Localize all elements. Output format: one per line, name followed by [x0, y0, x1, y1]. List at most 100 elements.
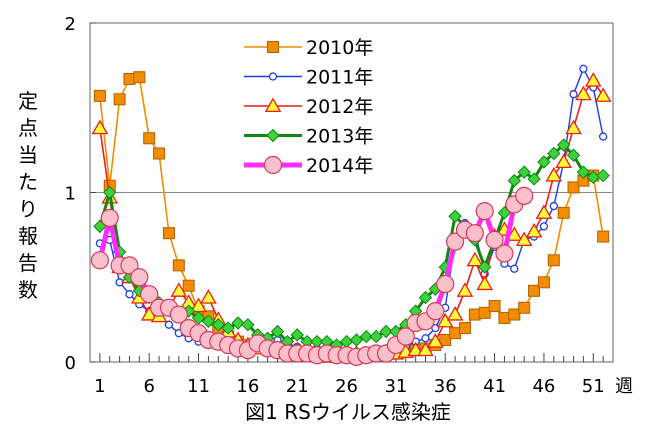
data-point — [418, 290, 433, 305]
data-point — [594, 87, 612, 102]
data-point — [549, 201, 558, 211]
y-axis-label-char: 当 — [18, 143, 38, 167]
x-tick-label: 51 — [582, 376, 605, 397]
data-point — [456, 282, 474, 297]
data-point — [91, 119, 109, 135]
y-axis-label-char: 報 — [18, 224, 38, 248]
x-tick-label: 41 — [483, 376, 506, 397]
data-point — [241, 318, 255, 332]
y-tick-label: 2 — [65, 14, 76, 35]
data-point — [476, 275, 494, 291]
data-point — [508, 308, 521, 321]
data-point — [597, 230, 610, 243]
data-point — [379, 324, 393, 339]
legend-item: 2010年 — [240, 34, 380, 60]
data-point — [120, 256, 139, 275]
data-point — [468, 308, 481, 321]
y-axis-label-char: 定 — [18, 89, 38, 113]
data-point — [125, 290, 134, 299]
data-point — [164, 320, 174, 329]
legend-label: 2011年 — [306, 67, 373, 89]
data-point — [458, 322, 471, 335]
data-point — [169, 305, 188, 324]
y-tick-label: 1 — [65, 184, 76, 205]
data-point — [396, 327, 415, 346]
legend-label: 2010年 — [306, 37, 373, 59]
data-point — [162, 227, 175, 240]
data-point — [140, 285, 159, 304]
data-point — [369, 329, 383, 344]
data-point — [525, 222, 543, 238]
x-tick-label: 6 — [143, 376, 154, 397]
data-point — [268, 72, 278, 81]
data-point — [576, 165, 591, 179]
data-point — [545, 167, 563, 182]
y-axis-label-char: り — [18, 197, 38, 221]
legend-label: 2013年 — [306, 126, 373, 148]
y-tick-label: 0 — [65, 353, 76, 374]
data-point — [221, 321, 235, 335]
data-point — [596, 168, 610, 183]
data-point — [143, 132, 156, 145]
data-point — [475, 202, 494, 221]
data-point — [113, 93, 126, 106]
data-point — [539, 222, 549, 231]
data-point — [446, 232, 465, 251]
data-point — [123, 72, 136, 85]
data-point — [565, 119, 582, 135]
data-point — [567, 181, 580, 194]
legend-label: 2012年 — [306, 96, 373, 118]
data-point — [518, 301, 531, 314]
x-tick-label: 46 — [532, 376, 555, 397]
data-point — [267, 41, 279, 53]
data-point — [90, 251, 109, 270]
data-point — [426, 302, 445, 321]
data-point — [130, 268, 149, 287]
data-point — [535, 204, 553, 219]
data-point — [584, 72, 602, 87]
data-point — [547, 146, 561, 161]
chart-caption: 図1 RSウイルス感染症 — [245, 400, 451, 424]
data-point — [579, 64, 588, 73]
data-point — [100, 208, 119, 228]
data-point — [446, 306, 464, 321]
data-point — [421, 334, 430, 343]
y-axis-label-char: 点 — [18, 116, 38, 140]
data-point — [231, 316, 245, 330]
data-point — [507, 173, 522, 188]
data-point — [537, 155, 551, 169]
data-point — [555, 153, 572, 169]
data-point — [431, 323, 440, 333]
legend-item: 2011年 — [240, 63, 380, 90]
x-axis-unit: 週 — [615, 376, 633, 397]
data-point — [495, 244, 514, 263]
data-point — [488, 300, 501, 313]
y-axis-label-char: た — [18, 170, 38, 194]
data-point — [449, 327, 462, 340]
x-tick-label: 1 — [94, 376, 105, 397]
data-point — [211, 318, 225, 332]
data-point — [436, 274, 455, 294]
data-point — [200, 289, 217, 304]
data-point — [547, 254, 560, 267]
data-point — [510, 264, 519, 273]
data-point — [528, 284, 541, 297]
x-tick-label: 21 — [286, 376, 309, 397]
y-axis-label-char: 告 — [18, 251, 38, 275]
data-point — [515, 231, 533, 247]
series-2014年 — [90, 186, 534, 367]
data-point — [349, 333, 364, 347]
legend-label: 2014年 — [306, 155, 373, 177]
data-point — [427, 333, 444, 348]
x-tick-label: 11 — [187, 376, 210, 397]
data-point — [266, 128, 280, 143]
data-point — [557, 206, 570, 219]
x-tick-label: 31 — [384, 376, 407, 397]
legend: 2010年 2011年 2012年 2013年 2014年 — [240, 34, 380, 178]
data-point — [439, 333, 452, 346]
y-axis-label-char: 数 — [18, 278, 38, 302]
x-tick-label: 26 — [335, 376, 358, 397]
